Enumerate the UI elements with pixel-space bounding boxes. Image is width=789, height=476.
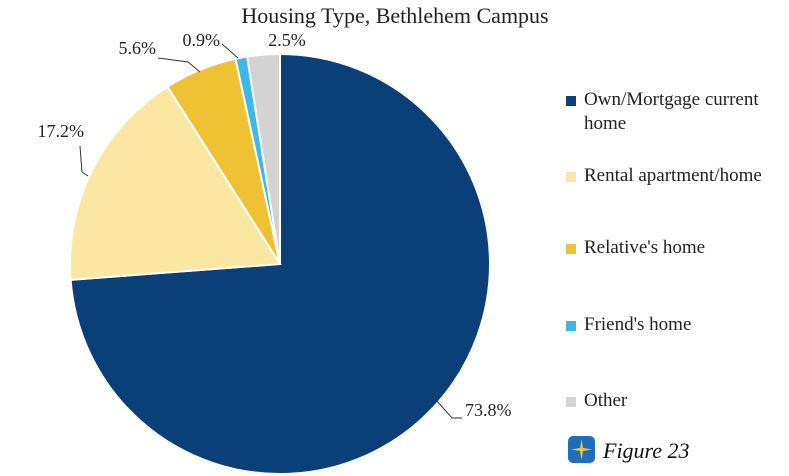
data-label: 0.9% [183,30,221,50]
legend-swatch [566,321,576,331]
logo-icon [568,436,595,463]
legend-label: Other [584,390,628,411]
logo-star [571,439,592,460]
chart-title: Housing Type, Bethlehem Campus [241,3,548,28]
data-label: 17.2% [38,121,85,141]
legend-swatch [566,397,576,407]
leader-line [221,43,239,59]
data-label: 5.6% [119,38,157,58]
legend-label: Friend's home [584,314,692,335]
leader-line [435,399,462,419]
leader-line [157,57,201,73]
pie-slice [69,85,282,281]
legend-swatch [566,172,576,182]
legend-swatch [566,96,576,106]
pie-slice [246,52,281,265]
data-label: 73.8% [465,400,512,420]
legend-label: Relative's home [584,237,706,258]
data-label: 2.5% [268,30,306,50]
legend-label: Rental apartment/home [584,165,762,186]
leader-line [79,145,89,177]
legend-swatch [566,244,576,254]
star [571,439,592,460]
legend-label: Own/Mortgage current home [584,89,759,134]
figure-label: Figure 23 [603,438,690,463]
